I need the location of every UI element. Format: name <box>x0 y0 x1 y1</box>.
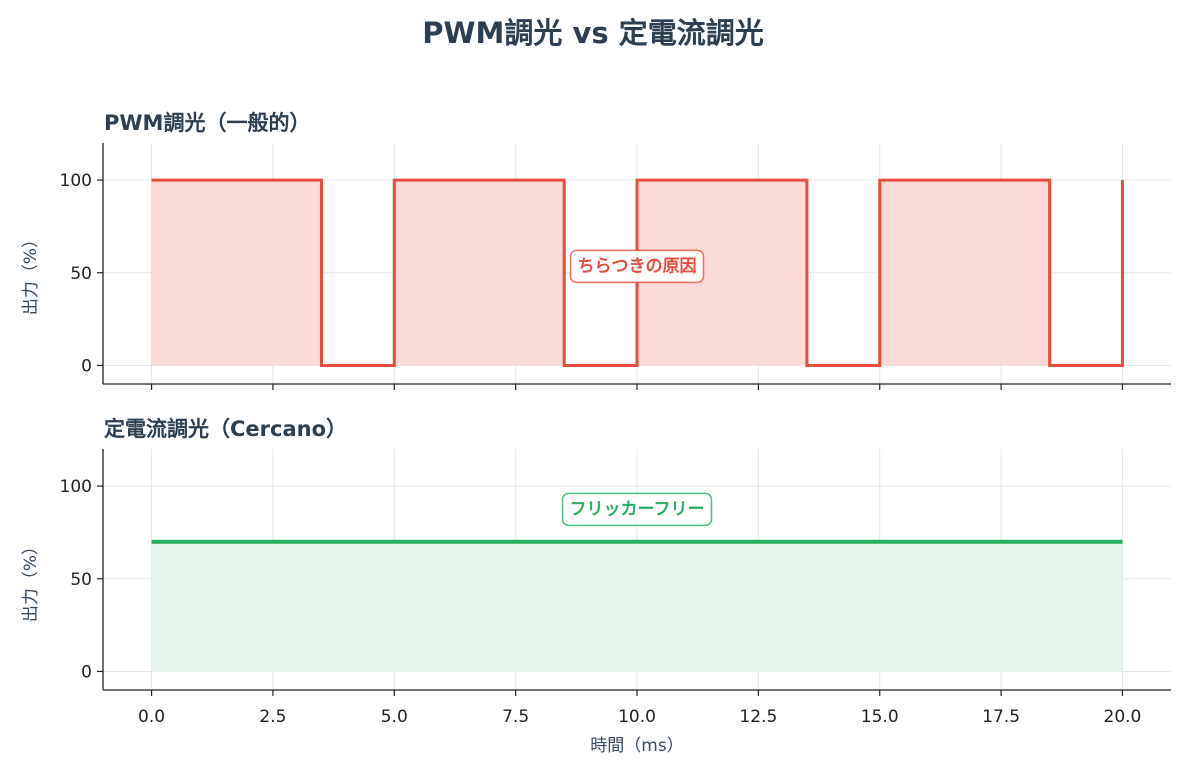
pwm-series-line <box>151 178 1124 367</box>
constant-current-xtick-label-8: 20.0 <box>1104 707 1142 727</box>
pwm-ytick-label-1: 50 <box>70 264 92 284</box>
constant-current-xtick-label-7: 17.5 <box>982 707 1020 727</box>
figure-title: PWM調光 vs 定電流調光 <box>422 16 763 50</box>
constant-current-xtick-label-5: 12.5 <box>739 707 777 727</box>
pwm-axes: 0 50 100 <box>60 143 1171 390</box>
constant-current-xtick-label-2: 5.0 <box>381 707 408 727</box>
x-axis-label: 時間（ms） <box>590 736 683 756</box>
constant-current-xtick-label-3: 7.5 <box>502 707 529 727</box>
pwm-annotation: ちらつきの原因 <box>569 249 705 284</box>
constant-current-panel: 定電流調光（Cercano） 出力（%） 時間（ms） 0 50 100 0.0 2.5… <box>21 417 1171 756</box>
pwm-series <box>151 178 1124 367</box>
pwm-annotation-text: ちらつきの原因 <box>578 256 697 276</box>
constant-current-xtick-label-0: 0.0 <box>138 707 165 727</box>
constant-current-ytick-label-2: 100 <box>60 477 92 497</box>
constant-current-xtick-label-1: 2.5 <box>259 707 286 727</box>
constant-current-annotation-box <box>561 492 713 527</box>
pwm-annotation-box <box>569 249 705 284</box>
pwm-panel: PWM調光（一般的） 出力（%） 0 50 100 ちらつきの原因 <box>21 111 1171 390</box>
constant-current-axes: 0 50 100 0.0 2.5 5.0 7.5 10.0 12.5 15.0 17.5 20.0 <box>60 449 1171 727</box>
constant-current-series-fill <box>151 541 1123 672</box>
constant-current-panel-title: 定電流調光（Cercano） <box>104 417 347 441</box>
constant-current-fill-area <box>151 541 1123 672</box>
pwm-ytick-label-0: 0 <box>81 356 92 376</box>
constant-current-ytick-label-0: 0 <box>81 662 92 682</box>
constant-current-annotation-text: フリッカーフリー <box>570 499 705 519</box>
constant-current-xtick-label-6: 15.0 <box>861 707 899 727</box>
constant-current-y-axis-label: 出力（%） <box>21 538 41 622</box>
pwm-panel-title: PWM調光（一般的） <box>104 111 310 135</box>
pwm-y-axis-label: 出力（%） <box>21 231 41 315</box>
constant-current-ytick-label-1: 50 <box>70 570 92 590</box>
constant-current-xtick-label-4: 10.0 <box>618 707 656 727</box>
constant-current-annotation: フリッカーフリー <box>561 492 713 527</box>
pwm-ytick-label-2: 100 <box>60 171 92 191</box>
